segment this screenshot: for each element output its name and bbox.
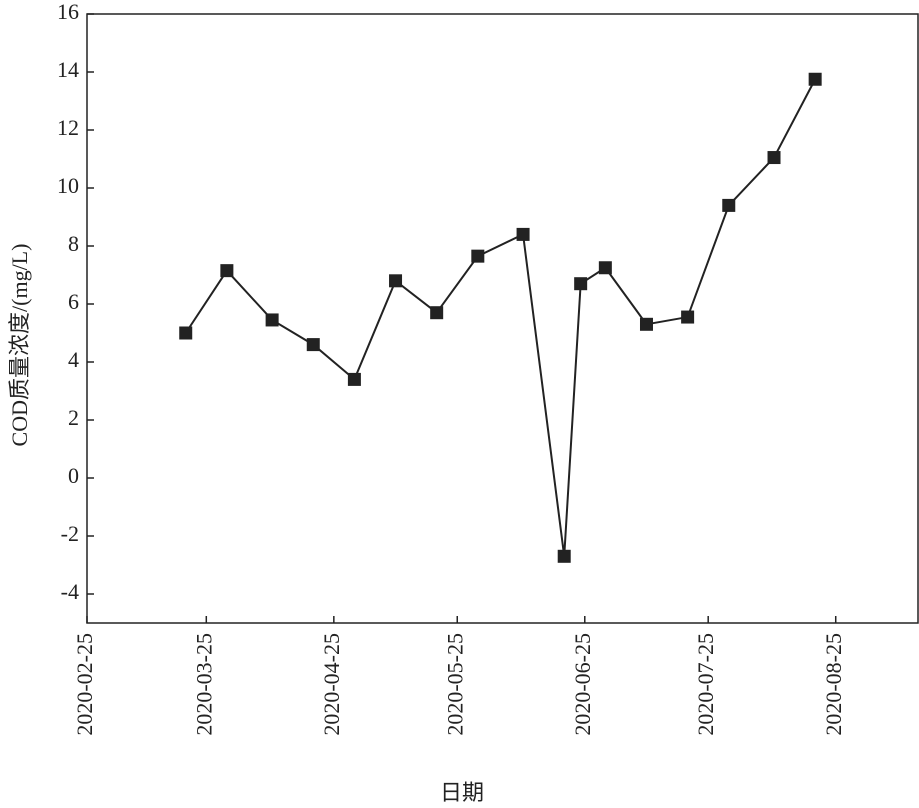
y-tick-label: 12: [57, 115, 79, 140]
point-marker: [516, 227, 530, 241]
point-marker: [574, 277, 588, 291]
y-tick-label: -4: [61, 579, 79, 604]
point-marker: [430, 306, 444, 320]
point-marker: [557, 549, 571, 563]
series-line: [184, 78, 817, 557]
point-marker: [265, 313, 279, 327]
x-tick-label: 2020-03-25: [191, 633, 216, 736]
x-tick-label: 2020-06-25: [570, 633, 595, 736]
y-tick-label: 10: [57, 173, 79, 198]
x-tick-label: 2020-05-25: [442, 633, 467, 736]
y-tick-label: 8: [68, 231, 79, 256]
y-tick-label: 2: [68, 405, 79, 430]
x-tick-label: 2020-04-25: [319, 633, 344, 736]
y-tick-label: 4: [68, 347, 79, 372]
plot-frame: [86, 13, 919, 624]
y-tick-label: -2: [61, 521, 79, 546]
y-tick-label: 6: [68, 289, 79, 314]
point-marker: [389, 274, 403, 288]
point-marker: [220, 264, 234, 278]
x-tick-label: 2020-08-25: [821, 633, 846, 736]
y-axis-label: COD质量浓度/(mg/L): [7, 244, 32, 447]
point-marker: [179, 326, 193, 340]
y-tick-label: 14: [57, 57, 79, 82]
x-axis-label: 日期: [440, 780, 484, 805]
point-marker: [471, 249, 485, 263]
point-marker: [681, 310, 695, 324]
point-marker: [347, 372, 361, 386]
x-tick-label: 2020-02-25: [72, 633, 97, 736]
point-marker: [808, 72, 822, 86]
point-marker: [767, 151, 781, 165]
x-tick-label: 2020-07-25: [693, 633, 718, 736]
y-tick-label: 0: [68, 463, 79, 488]
y-tick-label: 16: [57, 0, 79, 24]
point-marker: [722, 198, 736, 212]
point-marker: [306, 338, 320, 352]
point-marker: [639, 317, 653, 331]
point-marker: [598, 261, 612, 275]
